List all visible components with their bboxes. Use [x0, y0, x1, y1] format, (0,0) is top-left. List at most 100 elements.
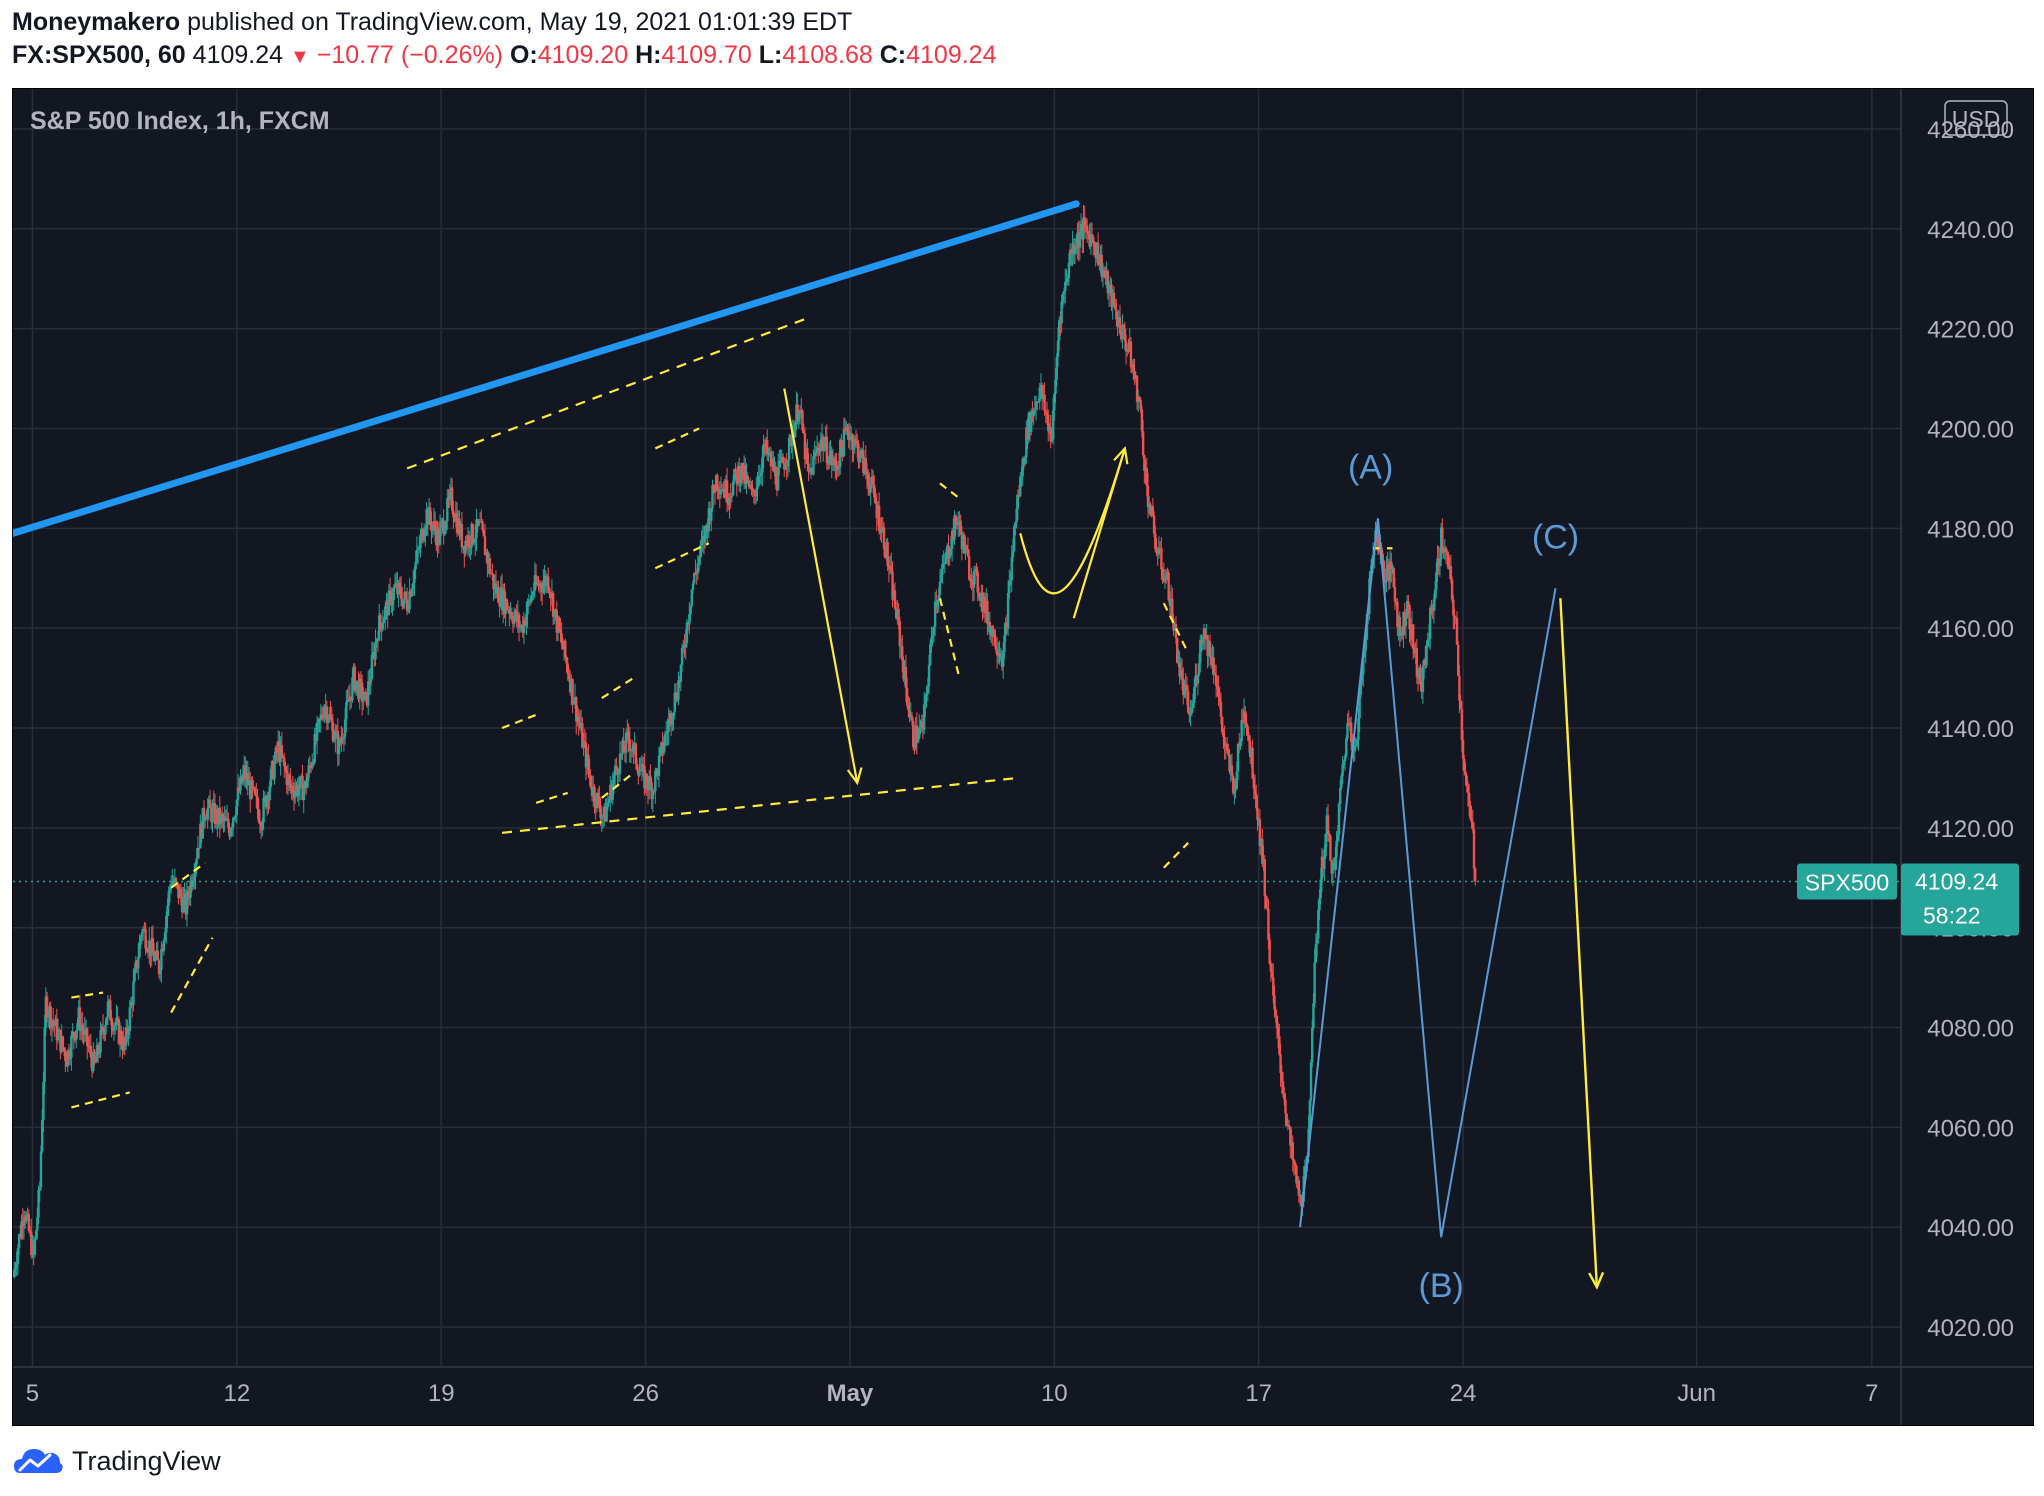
candle-body [1449, 566, 1453, 580]
candle-body [674, 692, 678, 701]
candle-body [1053, 393, 1056, 411]
candle-body [898, 621, 902, 646]
candle-body [658, 747, 662, 756]
candle-body [37, 1189, 40, 1218]
candle-body [724, 480, 728, 498]
candle-body [1044, 410, 1048, 413]
candle-body [1166, 572, 1169, 579]
candle-body [1217, 688, 1220, 698]
candle-body [307, 765, 310, 778]
candle-body [560, 633, 563, 644]
candle-body [432, 521, 436, 527]
candle-body [761, 457, 764, 473]
candle-body [950, 530, 954, 549]
candle-body [1415, 648, 1419, 677]
candle-body [1143, 455, 1146, 471]
candle-body [253, 788, 257, 795]
price-tick-label: 4120.00 [1927, 816, 2014, 843]
candle-body [239, 776, 242, 792]
candle-body [318, 719, 321, 721]
candle-body [84, 1028, 88, 1030]
time-tick-label: 17 [1245, 1380, 1272, 1407]
candle-body [412, 582, 415, 589]
open-label: O: [509, 41, 538, 69]
candle-body [278, 741, 281, 762]
candle-body [62, 1047, 66, 1052]
candle-body [1030, 411, 1033, 432]
candle-body [449, 487, 453, 492]
candle-body [193, 876, 196, 881]
candle-body [471, 524, 475, 543]
candle-body [721, 489, 724, 492]
candle-body [1038, 387, 1041, 402]
candle-body [870, 476, 874, 485]
candle-body [539, 583, 543, 589]
candle-body [219, 814, 223, 825]
symbol-badge [1797, 863, 1897, 900]
candle-body [976, 571, 979, 593]
candle-body [72, 1032, 76, 1038]
candle-body [284, 765, 287, 771]
candle-body [17, 1234, 21, 1249]
author-name[interactable]: Moneymakero [12, 8, 181, 36]
candle-body [666, 731, 669, 733]
candle-body [991, 626, 994, 637]
candle-body [801, 410, 804, 431]
candle-body [635, 763, 639, 770]
candle-body [589, 775, 593, 788]
chart-background [13, 89, 2033, 1425]
candle-body [201, 807, 204, 839]
candle-body [216, 809, 219, 825]
candle-body [517, 614, 521, 628]
candle-body [132, 981, 135, 1006]
candle-body [813, 452, 816, 457]
candle-body [1437, 558, 1440, 567]
candle-body [1057, 320, 1061, 341]
chart-panel[interactable]: (A) (B) (C) 4260.00 4240.00 4220.00 4200.00 418… [12, 88, 2034, 1426]
candle-body [874, 497, 877, 504]
candle-body [1180, 670, 1184, 679]
candle-body [634, 743, 638, 764]
candle-body [897, 609, 900, 622]
candle-body [1222, 732, 1225, 738]
candle-body [1105, 270, 1108, 278]
candle-body [391, 599, 394, 606]
candle-body [1274, 1009, 1277, 1016]
candle-body [1399, 631, 1403, 636]
candle-body [655, 769, 658, 771]
candle-body [493, 583, 496, 590]
candle-body [881, 527, 884, 529]
candle-body [638, 770, 641, 776]
candle-body [1403, 611, 1406, 627]
candle-body [641, 763, 645, 766]
tradingview-cloud-icon[interactable] [12, 1443, 64, 1479]
candle-body [1028, 412, 1032, 432]
price-chart[interactable]: (A) (B) (C) 4260.00 4240.00 4220.00 4200.00 418… [13, 89, 2033, 1425]
candle-body [1094, 246, 1097, 259]
candle-body [1466, 786, 1470, 793]
candle-body [515, 610, 518, 622]
candle-body [446, 498, 449, 522]
candle-body [45, 996, 49, 1018]
candle-body [778, 460, 781, 468]
countdown-label: 58:22 [1923, 903, 1981, 929]
candle-body [280, 745, 284, 756]
candle-body [1214, 675, 1218, 686]
candle-body [141, 928, 145, 933]
candle-body [904, 666, 908, 688]
candle-body [49, 1006, 52, 1028]
candle-body [359, 678, 363, 683]
low-label: L: [758, 41, 783, 69]
tradingview-brand[interactable]: TradingView [72, 1445, 221, 1476]
candle-body [809, 467, 813, 472]
candle-body [1092, 236, 1095, 244]
candle-body [652, 791, 656, 793]
candle-body [1186, 691, 1190, 713]
candle-body [1230, 765, 1234, 777]
candle-body [798, 409, 802, 414]
candle-body [806, 447, 809, 464]
candle-body [907, 705, 910, 711]
last-price-tag-label: 4109.24 [1915, 869, 1998, 895]
candle-body [701, 535, 704, 542]
candle-body [705, 525, 708, 527]
